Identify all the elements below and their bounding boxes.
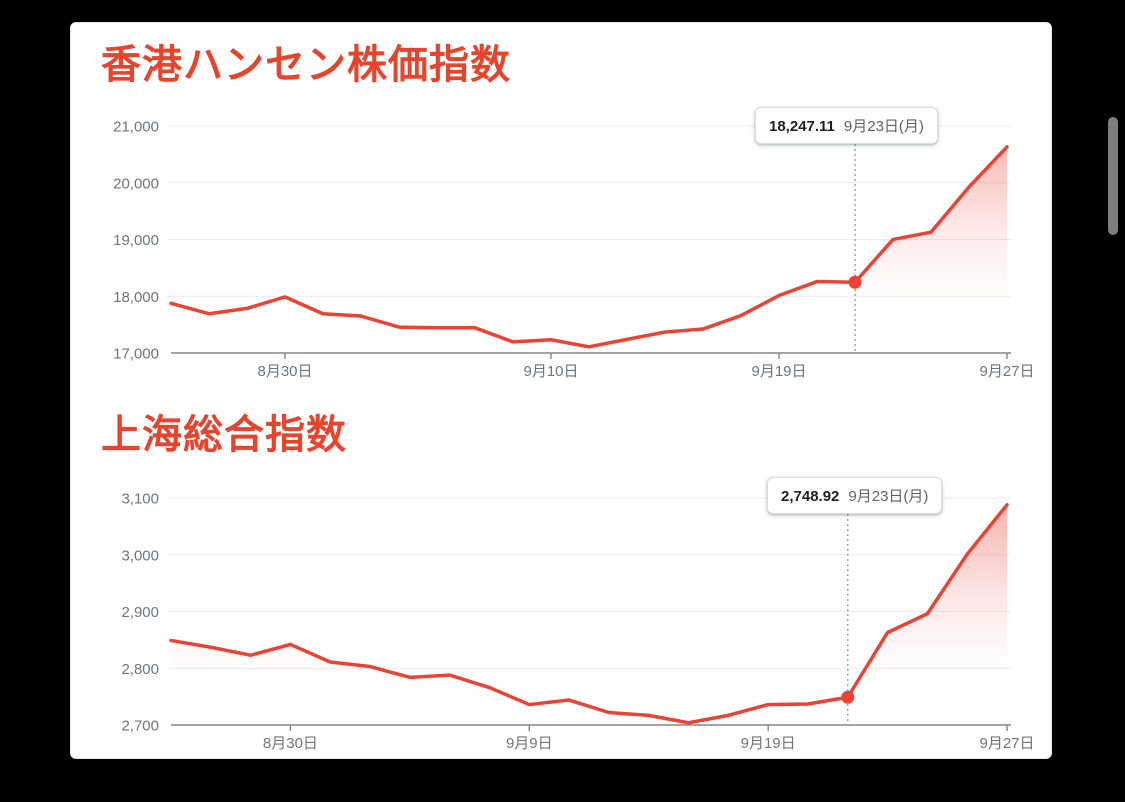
hang-seng-tooltip-value: 18,247.11: [769, 118, 835, 135]
shanghai-title: 上海総合指数: [101, 413, 347, 457]
y-axis-label: 20,000: [113, 175, 159, 192]
y-axis-label: 2,900: [121, 604, 159, 621]
y-axis-label: 18,000: [113, 289, 159, 306]
x-axis-label: 9月27日: [979, 735, 1034, 752]
y-axis-label: 19,000: [113, 232, 159, 249]
y-axis-label: 2,800: [121, 661, 159, 678]
hang-seng-tooltip: 18,247.11 9月23日(月): [755, 107, 938, 144]
y-axis-label: 17,000: [113, 346, 159, 363]
x-axis-label: 8月30日: [257, 363, 312, 380]
shanghai-tooltip-date: 9月23日(月): [848, 488, 929, 505]
hang-seng-tooltip-date: 9月23日(月): [843, 118, 924, 135]
x-axis-label: 8月30日: [263, 735, 318, 752]
y-axis-label: 3,100: [121, 491, 159, 508]
y-axis-label: 2,700: [121, 718, 159, 735]
x-axis-label: 9月19日: [751, 363, 806, 380]
x-axis-label: 9月19日: [741, 735, 796, 752]
hang-seng-line-chart[interactable]: 21,000 20,000 19,000 18,000 17,000 8月30日 9月10日…: [71, 116, 1053, 388]
scrollbar-thumb[interactable]: [1108, 117, 1118, 235]
x-axis-label: 9月10日: [523, 363, 578, 380]
shanghai-tooltip-value: 2,748.92: [781, 488, 840, 505]
y-axis-label: 3,000: [121, 547, 159, 564]
finance-charts-panel: 香港ハンセン株価指数 18,247.11 9月23日(月) 21,000 20,00…: [70, 22, 1052, 759]
hover-marker-dot: [841, 690, 855, 704]
hover-marker-dot: [848, 275, 862, 289]
hang-seng-title: 香港ハンセン株価指数: [101, 43, 511, 87]
y-axis-label: 21,000: [113, 119, 159, 136]
x-axis-label: 9月9日: [506, 735, 553, 752]
shanghai-tooltip: 2,748.92 9月23日(月): [767, 477, 943, 514]
x-axis-label: 9月27日: [979, 363, 1034, 380]
shanghai-line-chart[interactable]: 3,100 3,000 2,900 2,800 2,700 8月30日 9月9日 9月19日 9…: [71, 488, 1053, 760]
